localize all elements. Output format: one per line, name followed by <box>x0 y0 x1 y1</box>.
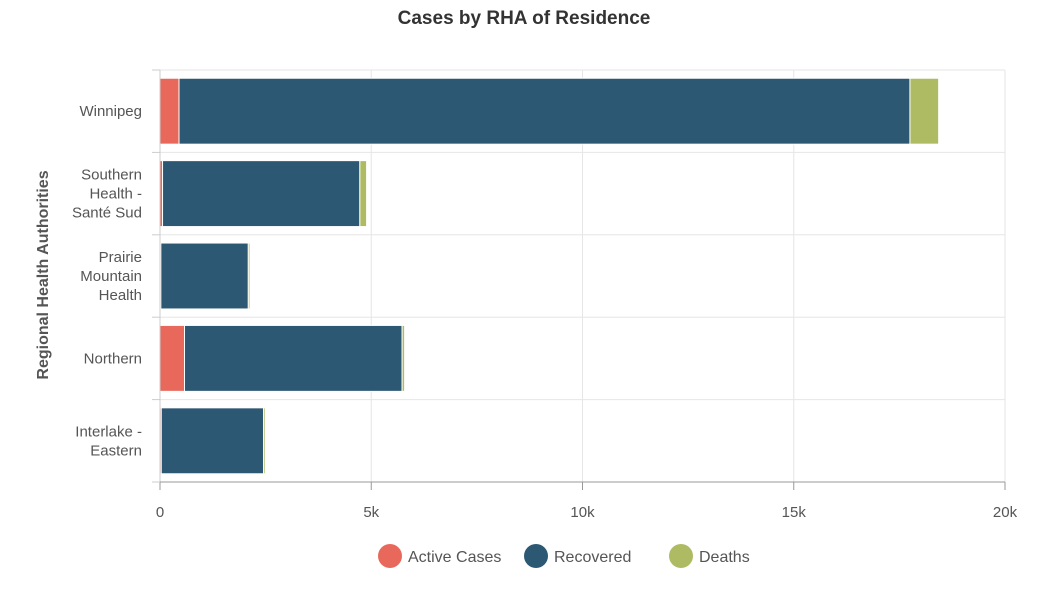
x-tick-label: 10k <box>570 504 595 521</box>
y-axis-title: Regional Health Authorities <box>35 170 52 379</box>
legend-label: Deaths <box>699 549 750 566</box>
category-label: Southern Health -Santé Sud <box>72 167 142 222</box>
bar-segment-deaths[interactable] <box>359 160 368 228</box>
legend-item-active-cases[interactable]: Active Cases <box>378 544 501 568</box>
category-label: Northern <box>84 350 142 367</box>
category-label: Prairie Mountain Health <box>80 249 142 304</box>
legend-label: Active Cases <box>408 549 501 566</box>
bar-segment-active-cases[interactable] <box>159 77 180 145</box>
bar-segment-deaths[interactable] <box>401 324 406 392</box>
bar-segment-active-cases[interactable] <box>159 324 186 392</box>
bar-segment-deaths[interactable] <box>247 242 251 310</box>
legend-marker <box>669 544 693 568</box>
legend-item-recovered[interactable]: Recovered <box>524 544 631 568</box>
legend-label: Recovered <box>554 549 631 566</box>
bar-segment-recovered[interactable] <box>178 77 911 145</box>
x-tick-label: 15k <box>782 504 807 521</box>
chart-title: Cases by RHA of Residence <box>398 8 651 29</box>
bar-segment-recovered[interactable] <box>160 242 249 310</box>
legend[interactable]: Active Cases Recovered Deaths <box>378 544 750 568</box>
axes <box>152 69 1006 490</box>
category-label: Interlake -Eastern <box>75 423 142 459</box>
bars <box>159 77 940 475</box>
x-tick-label: 20k <box>993 504 1018 521</box>
x-tick-labels: 0 5k 10k 15k 20k <box>156 504 1018 521</box>
bar-segment-recovered[interactable] <box>160 407 265 475</box>
category-labels: Winnipeg Southern Health -Santé Sud Prairie… <box>72 103 142 459</box>
bar-segment-recovered[interactable] <box>162 160 361 228</box>
legend-item-deaths[interactable]: Deaths <box>669 544 750 568</box>
bar-segment-deaths[interactable] <box>263 407 266 475</box>
bar-segment-deaths[interactable] <box>909 77 940 145</box>
x-tick-label: 0 <box>156 504 164 521</box>
x-tick-label: 5k <box>363 504 379 521</box>
legend-marker <box>378 544 402 568</box>
bar-segment-recovered[interactable] <box>184 324 403 392</box>
category-label: Winnipeg <box>79 103 142 120</box>
legend-marker <box>524 544 548 568</box>
